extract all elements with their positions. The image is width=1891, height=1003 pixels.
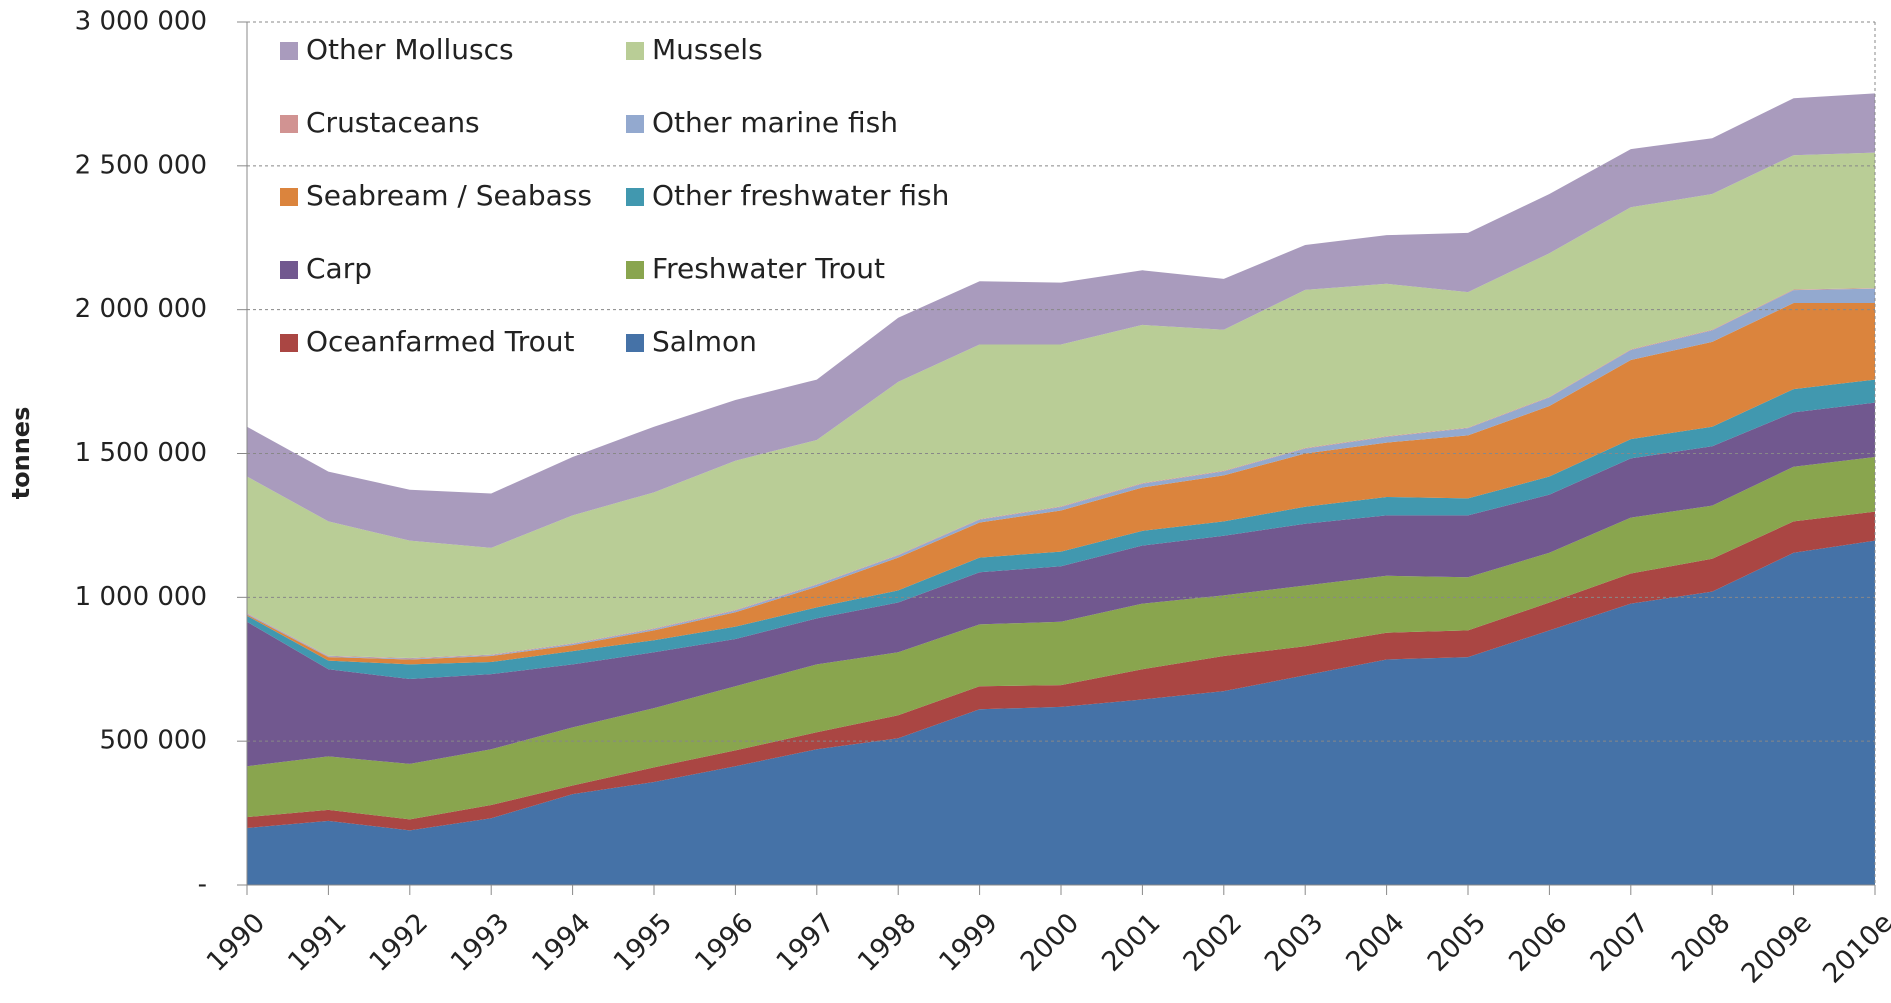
x-tick-label: 2007 [1585,907,1656,978]
legend-item: Other marine fish [626,106,898,139]
legend-item: Other Molluscs [280,33,514,66]
x-tick-label: 2000 [1015,907,1086,978]
legend-item: Carp [280,252,372,285]
legend-swatch [280,115,298,133]
area [247,152,1875,659]
legend-label: Crustaceans [306,106,480,139]
legend-label: Carp [306,252,372,285]
legend-swatch [280,42,298,60]
legend-label: Seabream / Seabass [306,179,592,212]
x-tick-label: 1996 [689,907,760,978]
legend-item: Freshwater Trout [626,252,885,285]
x-tick-label: 1999 [933,907,1004,978]
legend-item: Salmon [626,325,757,358]
x-tick-label: 2002 [1178,907,1249,978]
legend-label: Freshwater Trout [652,252,885,285]
legend-swatch [280,334,298,352]
y-tick-label: 2 500 000 [75,150,207,180]
legend-item: Other freshwater fish [626,179,949,212]
x-tick-label: 2005 [1422,907,1493,978]
x-tick-label: 1990 [201,907,272,978]
x-tick-label: 2004 [1340,907,1411,978]
y-tick-label: 2 000 000 [75,294,207,324]
x-tick-label: 1998 [852,907,923,978]
legend-label: Salmon [652,325,757,358]
y-tick-label: 1 000 000 [75,582,207,612]
x-tick-label: 1997 [771,907,842,978]
legend-label: Mussels [652,33,763,66]
area [247,456,1875,820]
legend-swatch [626,115,644,133]
y-tick-label: 1 500 000 [75,438,207,468]
legend-label: Other Molluscs [306,33,514,66]
x-tick-label: 2008 [1666,907,1737,978]
x-tick-label: 2001 [1096,907,1167,978]
legend-item: Oceanfarmed Trout [280,325,575,358]
x-tick-label: 1993 [445,907,516,978]
area [247,402,1875,767]
x-tick-label: 2009e [1736,907,1818,989]
x-tick-label: 1995 [608,907,679,978]
legend-label: Other freshwater fish [652,179,949,212]
area [247,540,1875,885]
x-tick-label: 1994 [526,907,597,978]
y-tick-label: 500 000 [99,726,207,756]
legend-swatch [626,334,644,352]
legend-swatch [626,188,644,206]
legend-label: Oceanfarmed Trout [306,325,575,358]
legend-swatch [280,261,298,279]
legend-item: Seabream / Seabass [280,179,592,212]
y-axis-label: tonnes [7,407,35,500]
legend-swatch [626,42,644,60]
x-tick-label: 1992 [364,907,435,978]
legend-item: Mussels [626,33,763,66]
area [247,93,1875,548]
x-tick-label: 2006 [1503,907,1574,978]
legend-label: Other marine fish [652,106,898,139]
x-tick-label: 2003 [1259,907,1330,978]
y-tick-label: - [198,870,207,900]
x-tick-label: 1991 [282,907,353,978]
legend-swatch [280,188,298,206]
legend-swatch [626,261,644,279]
y-tick-label: 3 000 000 [75,7,207,37]
x-tick-label: 2010e [1817,907,1891,989]
legend-item: Crustaceans [280,106,480,139]
